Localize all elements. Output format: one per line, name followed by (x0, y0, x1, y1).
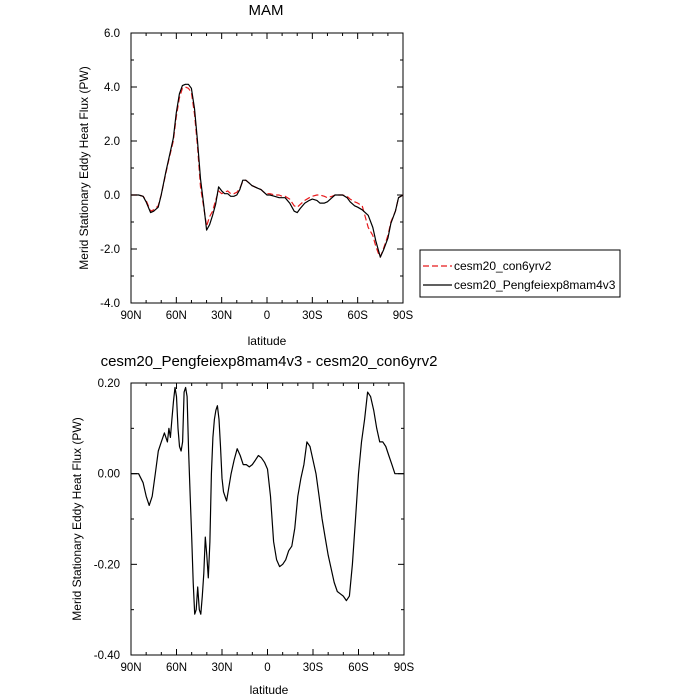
x-tick-label: 30S (303, 662, 324, 674)
x-tick-label: 90S (393, 310, 414, 322)
y-tick-label: 0.00 (98, 469, 120, 481)
top-chart-legend: cesm20_con6yrv2 cesm20_Pengfeiexp8mam4v3 (419, 249, 621, 298)
x-tick-label: 0 (264, 310, 270, 322)
y-tick-label: -0.20 (94, 559, 120, 571)
bottom-chart-ylabel: Merid Stationary Eddy Heat Flux (PW) (70, 417, 84, 620)
bottom-chart-title: cesm20_Pengfeiexp8mam4v3 - cesm20_con6yr… (101, 353, 438, 370)
legend-label-control: cesm20_con6yrv2 (454, 259, 552, 273)
legend-box (419, 249, 621, 298)
y-tick-label: -2.0 (100, 244, 120, 256)
x-tick-label: 60S (348, 662, 369, 674)
x-tick-label: 60N (166, 310, 187, 322)
series-line-0 (131, 86, 404, 258)
x-tick-label: 90N (120, 662, 141, 674)
top-chart-frame (130, 32, 404, 304)
bottom-chart: cesm20_Pengfeiexp8mam4v3 - cesm20_con6yr… (70, 353, 437, 697)
y-tick-label: 0.20 (98, 378, 120, 390)
y-tick-label: 2.0 (104, 136, 120, 148)
y-tick-label: 6.0 (104, 28, 120, 40)
x-tick-label: 30N (211, 310, 232, 322)
x-tick-label: 60N (166, 662, 187, 674)
x-tick-label: 0 (264, 662, 270, 674)
x-tick-label: 60S (347, 310, 368, 322)
bottom-chart-ticks: 90N 60N 30N 0 30S 60S 90S -0.40 -0.20 0.00 0.20 (94, 378, 415, 674)
y-tick-label: 4.0 (104, 82, 120, 94)
x-tick-label: 90S (394, 662, 415, 674)
top-chart-xlabel: latitude (248, 334, 287, 348)
bottom-chart-frame (130, 382, 405, 656)
top-chart-series (131, 83, 404, 258)
series-line-1 (131, 83, 404, 258)
x-tick-label: 90N (120, 310, 141, 322)
y-tick-label: -0.40 (94, 650, 120, 662)
top-chart-title: MAM (249, 2, 284, 19)
top-chart-ylabel: Merid Stationary Eddy Heat Flux (PW) (77, 66, 91, 269)
series-line-0 (131, 386, 404, 615)
legend-label-experiment: cesm20_Pengfeiexp8mam4v3 (454, 278, 616, 292)
x-tick-label: 30S (302, 310, 323, 322)
top-chart-ticks: 90N 60N 30N 0 30S 60S 90S -4.0 -2.0 0.0 2.0 4.0 6.0 (100, 28, 413, 322)
y-tick-label: 0.0 (104, 190, 120, 202)
bottom-chart-series (131, 386, 404, 615)
top-chart: MAM 90N 60N 30N 0 30S 60S 90S -4.0 -2.0 0.0 2.0 4.0… (77, 2, 621, 348)
bottom-chart-xlabel: latitude (250, 683, 289, 697)
x-tick-label: 30N (211, 662, 232, 674)
y-tick-label: -4.0 (100, 298, 120, 310)
